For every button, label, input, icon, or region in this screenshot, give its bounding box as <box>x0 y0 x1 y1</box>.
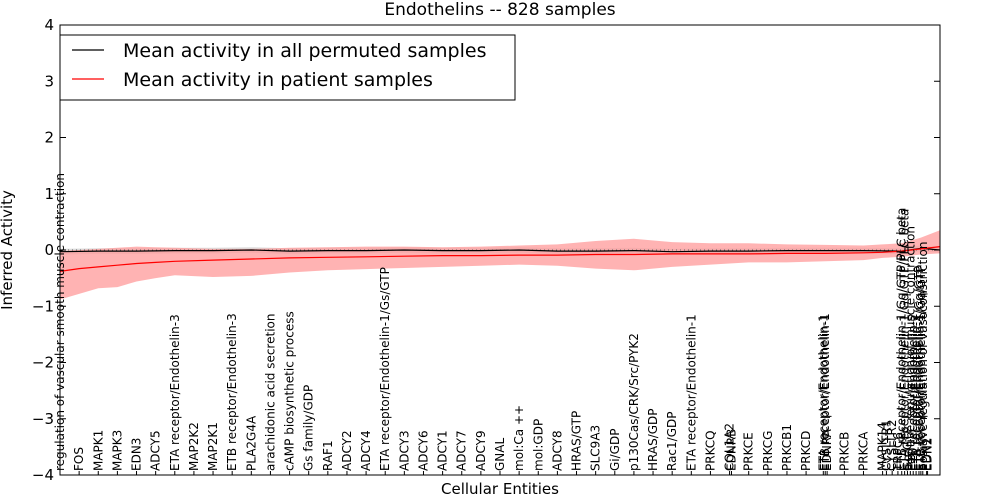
category-label: Rac1/GDP <box>665 412 679 471</box>
category-label: ETA receptor/Endothelin-1/Gq/GTP <box>912 266 926 471</box>
category-label: HRAS/GTP <box>570 411 584 471</box>
category-label: EDN2 <box>921 438 935 471</box>
category-label: ETB receptor/Endothelin-3 <box>225 313 239 471</box>
category-label: ETA receptor/Endothelin-3 <box>168 314 182 471</box>
category-label: ADCY9 <box>474 430 488 471</box>
category-label: PRKCA <box>857 431 871 471</box>
category-label: cAMP biosynthetic process <box>283 311 297 471</box>
category-label: ADCY7 <box>455 430 469 471</box>
category-label: ADCY5 <box>149 430 163 471</box>
category-label: PRKCQ <box>703 430 717 471</box>
category-label: PRKCB1 <box>780 424 794 471</box>
patient-band <box>60 230 940 300</box>
category-label: ETA receptor/Endothelin-1/Gs/GTP <box>378 267 392 471</box>
category-label: TRPC6 <box>891 432 905 472</box>
y-tick-label: 2 <box>44 129 54 147</box>
band-layer <box>60 230 940 300</box>
category-label: ETA receptor/Endothelin-1/Gq/GTP/PLC bet… <box>898 209 912 471</box>
y-tick-label: −3 <box>32 410 54 428</box>
y-tick-label: 4 <box>44 16 54 34</box>
legend-label-patient: Mean activity in patient samples <box>123 69 433 91</box>
category-label: ETA receptor/Endothelin-1 <box>816 314 830 471</box>
y-axis: −4 −3 −2 −1 0 1 2 3 4 <box>32 16 940 484</box>
y-tick-label: −4 <box>32 466 54 484</box>
category-label: PRKCG <box>761 431 775 471</box>
chart-title: Endothelins -- 828 samples <box>384 0 615 20</box>
y-tick-label: −1 <box>32 297 54 315</box>
category-label: regulation of vascular smooth muscle con… <box>53 173 67 471</box>
category-labels: regulation of vascular smooth muscle con… <box>53 173 935 472</box>
category-label: EDNRB <box>725 429 739 471</box>
category-label: PLA2G4A <box>244 415 258 471</box>
category-label: PRKCE <box>742 432 756 471</box>
category-label: PRKCB <box>837 432 851 471</box>
y-tick-label: 1 <box>44 185 54 203</box>
category-label: ETB receptor/Endothelin-1/Gq/GTP/PLC bet… <box>895 208 909 471</box>
category-label: Gi/GDP <box>608 429 622 471</box>
category-label: EDN3 <box>130 438 144 471</box>
category-label: Gq/GTP <box>901 427 915 471</box>
category-label: ETB receptor/Endothelin-1/Gq/GTP <box>914 265 928 471</box>
series-line-permuted <box>59 247 941 253</box>
category-label: arachidonic acid secretion <box>263 314 277 471</box>
x-axis <box>59 471 929 475</box>
series-line-patient <box>59 246 941 272</box>
y-tick-label: −2 <box>32 354 54 372</box>
category-label: mol:Ca ++ <box>512 405 526 471</box>
legend-box <box>59 34 516 101</box>
category-label: ADCY4 <box>359 430 373 471</box>
category-label: Gs family/GDP <box>302 385 316 471</box>
category-label: PRKCD <box>799 431 813 471</box>
category-label: ETB receptor/Endothelin-1 <box>818 313 832 471</box>
category-label: MAPK1 <box>91 430 105 471</box>
category-label: MAP2K2 <box>187 422 201 471</box>
category-label: GNAL <box>493 438 507 471</box>
category-label: ADCY1 <box>436 430 450 471</box>
legend: Mean activity in all permuted samples Me… <box>59 34 516 101</box>
y-axis-title: Inferred Activity <box>0 190 16 310</box>
category-label: ETB receptor/Endothelin-2 <box>906 313 920 471</box>
category-label: p130Cas/CRK/Src/PYK2 <box>627 333 641 471</box>
category-label: FOS <box>72 447 86 471</box>
category-label: HRAS/GDP <box>646 408 660 471</box>
category-label: positive regulation of vasoconstriction <box>916 242 930 471</box>
category-label: ETA receptor/Endothelin-2 <box>909 314 923 471</box>
category-label: ETA receptor/Endothelin-1 <box>684 314 698 471</box>
category-label: EDN1 <box>920 438 934 471</box>
x-axis-title: Cellular Entities <box>441 480 559 498</box>
legend-label-permuted: Mean activity in all permuted samples <box>123 40 486 62</box>
category-label: RAF1 <box>321 440 335 471</box>
category-label: CYSLTR1 <box>879 420 893 471</box>
category-label: MAP2K1 <box>206 422 220 471</box>
category-label: Positive regulation of muscle contractio… <box>903 226 917 471</box>
category-label: EDNRA <box>820 428 834 471</box>
category-label: ADCY8 <box>550 430 564 471</box>
category-label: ADCY2 <box>340 430 354 471</box>
y-tick-label: 0 <box>44 241 54 259</box>
category-label: mol:GDP <box>531 419 545 471</box>
category-label: COL1A2 <box>723 423 737 471</box>
category-label: CYSLTR2 <box>885 420 899 471</box>
category-label: MAPK14 <box>876 422 890 471</box>
y-tick-label: 3 <box>44 72 54 90</box>
category-label: ADCY3 <box>397 430 411 471</box>
category-label: MAPK3 <box>110 430 124 471</box>
line-layer <box>59 246 941 272</box>
category-label: SLC9A3 <box>589 425 603 471</box>
category-label: ADCY6 <box>417 430 431 471</box>
